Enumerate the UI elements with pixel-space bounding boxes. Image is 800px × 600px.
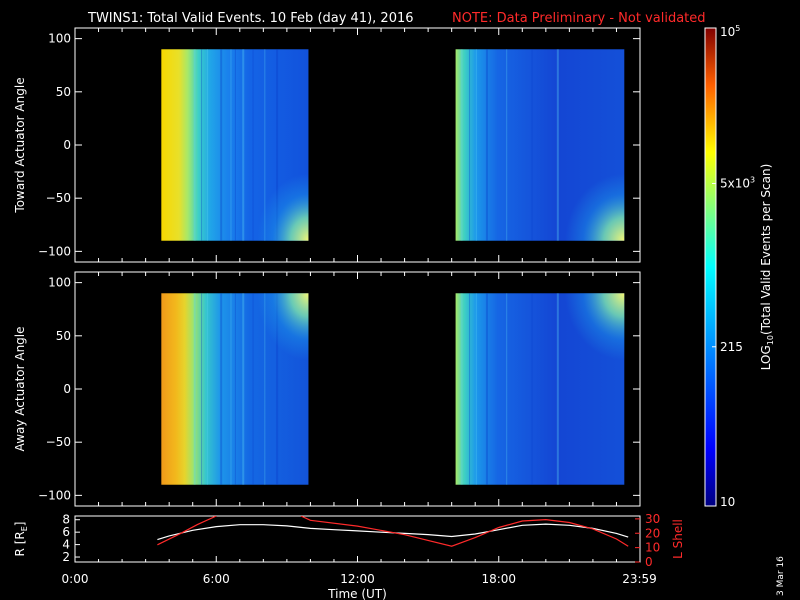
r-tick-label: 6 [62,525,70,539]
preliminary-note: NOTE: Data Preliminary - Not validated [452,11,706,26]
date-stamp: 3 Mar 16 [776,556,786,596]
r-tick-label: 4 [62,538,70,552]
x-tick-label: 23:59 [622,572,657,586]
lshell-tick-label: 20 [645,526,660,540]
lshell-tick-label: 30 [645,512,660,526]
heatmap-glow [455,293,625,485]
y-tick-label: 100 [48,32,71,46]
y-axis-label: Away Actuator Angle [13,326,27,451]
x-tick-label: 12:00 [340,572,375,586]
lshell-line [300,516,629,547]
colorbar-title-sub: 10 [766,335,775,345]
heatmap-glow [455,49,625,241]
y-tick-label: 100 [48,276,71,290]
r-tick-label: 8 [62,513,70,527]
colorbar-tick-label: 215 [720,340,743,354]
r-axis-label: R [RE] [13,522,29,557]
lshell-axis-label: L Shell [671,519,685,559]
colorbar-tick-label: 5x103 [720,175,755,190]
x-axis-label: Time (UT) [327,587,387,600]
colorbar-tick-label: 105 [720,24,740,39]
y-tick-label: 0 [63,138,71,152]
x-tick-label: 6:00 [203,572,230,586]
r-axis-label-end: ] [13,522,27,527]
x-tick-label: 18:00 [481,572,516,586]
y-tick-label: −50 [46,191,71,205]
y-tick-label: −100 [38,244,71,258]
lshell-line [157,516,217,546]
y-tick-label: 50 [56,85,71,99]
colorbar-tick-sup: 5 [735,24,740,33]
colorbar-title: LOG10(Total Valid Events per Scan) [759,164,775,371]
r-axis-label-sub: E [20,526,29,531]
lshell-tick-label: 10 [645,541,660,555]
colorbar-gradient [704,27,717,507]
lshell-tick-label: 0 [645,555,653,569]
heatmap-glow [161,293,309,485]
colorbar-tick-sup: 3 [750,175,755,184]
y-tick-label: 0 [63,382,71,396]
chart-title: TWINS1: Total Valid Events. 10 Feb (day … [87,11,414,26]
y-tick-label: 50 [56,329,71,343]
r-tick-label: 2 [62,550,70,564]
heatmap-glow [161,49,309,241]
toward-panel: 100 50 0 −50 −100 Toward Actuator Angle [13,27,641,263]
y-tick-label: −100 [38,488,71,502]
r-line [157,523,629,541]
x-tick-label: 0:00 [62,572,89,586]
colorbar-title-post: (Total Valid Events per Scan) [759,164,773,335]
colorbar-tick-label: 10 [720,495,735,509]
away-panel: 100 50 0 −50 −100 Away Actuator Angle [13,271,641,507]
y-axis-label: Toward Actuator Angle [13,77,27,213]
y-tick-label: −50 [46,435,71,449]
